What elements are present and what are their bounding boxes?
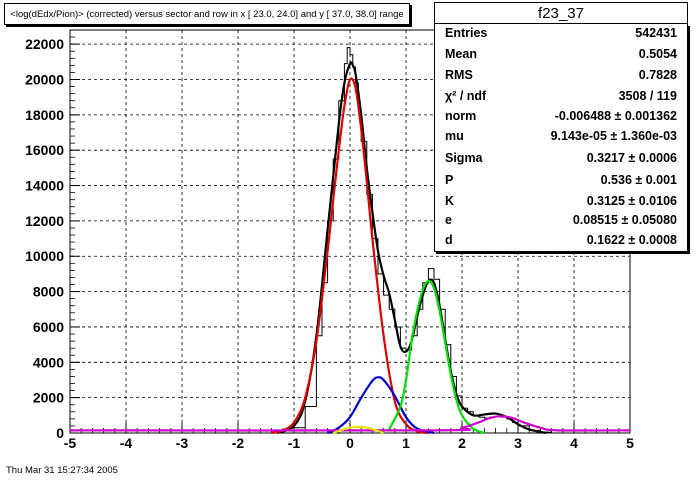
stat-value: -0.006488 ± 0.001362	[554, 109, 677, 123]
stat-row-e: e 0.08515 ± 0.05080	[435, 213, 687, 233]
stat-value: 0.3217 ± 0.0006	[586, 151, 677, 165]
y-tick-label: 22000	[25, 36, 64, 52]
stat-value: 0.536 ± 0.001	[600, 173, 677, 187]
stat-label: norm	[445, 109, 477, 123]
stat-label: P	[445, 173, 454, 187]
stat-row-mu: mu 9.143e-05 ± 1.360e-03	[435, 129, 687, 149]
stat-row-entries: Entries 542431	[435, 26, 687, 46]
stat-label: d	[445, 233, 453, 247]
fit-curve	[69, 415, 631, 432]
stat-value: 0.7828	[638, 68, 677, 82]
title-text: <log(dEdx/Pion)> (corrected) versus sect…	[10, 8, 404, 20]
stat-row-k: K 0.3125 ± 0.0106	[435, 194, 687, 214]
stat-value: 3508 / 119	[618, 89, 677, 103]
fit-curve	[276, 61, 547, 435]
stat-label: RMS	[445, 68, 473, 82]
y-tick-label: 4000	[33, 354, 64, 370]
fit-curve	[271, 77, 429, 435]
stat-label: K	[445, 194, 455, 208]
x-tick-label: 5	[626, 435, 634, 451]
x-tick-label: 4	[570, 435, 578, 451]
x-tick-label: 0	[346, 435, 354, 451]
histogram-title: <log(dEdx/Pion)> (corrected) versus sect…	[4, 3, 410, 25]
histogram-name-box: f23_37	[434, 2, 688, 24]
y-tick-label: 0	[56, 425, 64, 441]
y-tick-label: 10000	[25, 248, 64, 264]
x-tick-label: 3	[514, 435, 522, 451]
axes: -5 -4 -3 -2 -1 0 1 2 3 4 5 0 2000 4000 6000 8000 10000 12…	[25, 29, 634, 451]
stat-row-p: P 0.536 ± 0.001	[435, 173, 687, 193]
fit-curve	[332, 425, 384, 435]
stats-box: Entries 542431 Mean 0.5054 RMS 0.7828 χ²…	[434, 24, 688, 252]
histogram-name: f23_37	[538, 4, 584, 22]
y-tick-label: 12000	[25, 213, 64, 229]
stat-row-d: d 0.1622 ± 0.0008	[435, 233, 687, 253]
y-tick-label: 14000	[25, 178, 64, 194]
stat-value: 542431	[635, 26, 677, 40]
y-tick-label: 2000	[33, 390, 64, 406]
fit-curve	[327, 376, 435, 435]
stat-row-chi2: χ² / ndf 3508 / 119	[435, 89, 687, 109]
y-tick-label: 6000	[33, 319, 64, 335]
stat-label: χ² / ndf	[445, 89, 487, 103]
x-tick-label: 1	[402, 435, 410, 451]
y-tick-label: 20000	[25, 71, 64, 87]
y-tick-label: 8000	[33, 284, 64, 300]
x-tick-label: -2	[232, 435, 245, 451]
x-tick-label: 2	[458, 435, 466, 451]
x-tick-label: -4	[120, 435, 133, 451]
x-tick-label: -3	[176, 435, 189, 451]
stat-row-rms: RMS 0.7828	[435, 68, 687, 88]
timestamp: Thu Mar 31 15:27:34 2005	[6, 465, 118, 476]
stat-label: mu	[445, 129, 464, 143]
stat-value: 9.143e-05 ± 1.360e-03	[550, 129, 677, 143]
stat-row-mean: Mean 0.5054	[435, 47, 687, 67]
stat-value: 0.08515 ± 0.05080	[572, 213, 677, 227]
x-tick-label: -1	[288, 435, 301, 451]
stat-label: Sigma	[445, 151, 483, 165]
y-tick-label: 18000	[25, 107, 64, 123]
stat-label: e	[445, 213, 452, 227]
stat-row-norm: norm -0.006488 ± 0.001362	[435, 109, 687, 129]
stat-value: 0.3125 ± 0.0106	[586, 194, 677, 208]
stat-row-sigma: Sigma 0.3217 ± 0.0006	[435, 151, 687, 171]
stat-value: 0.5054	[638, 47, 677, 61]
stat-value: 0.1622 ± 0.0008	[586, 233, 677, 247]
stat-label: Entries	[445, 26, 488, 40]
y-tick-label: 16000	[25, 142, 64, 158]
x-tick-label: -5	[64, 435, 77, 451]
stat-label: Mean	[445, 47, 477, 61]
fit-curves	[69, 47, 631, 435]
fit-curve	[388, 279, 485, 435]
